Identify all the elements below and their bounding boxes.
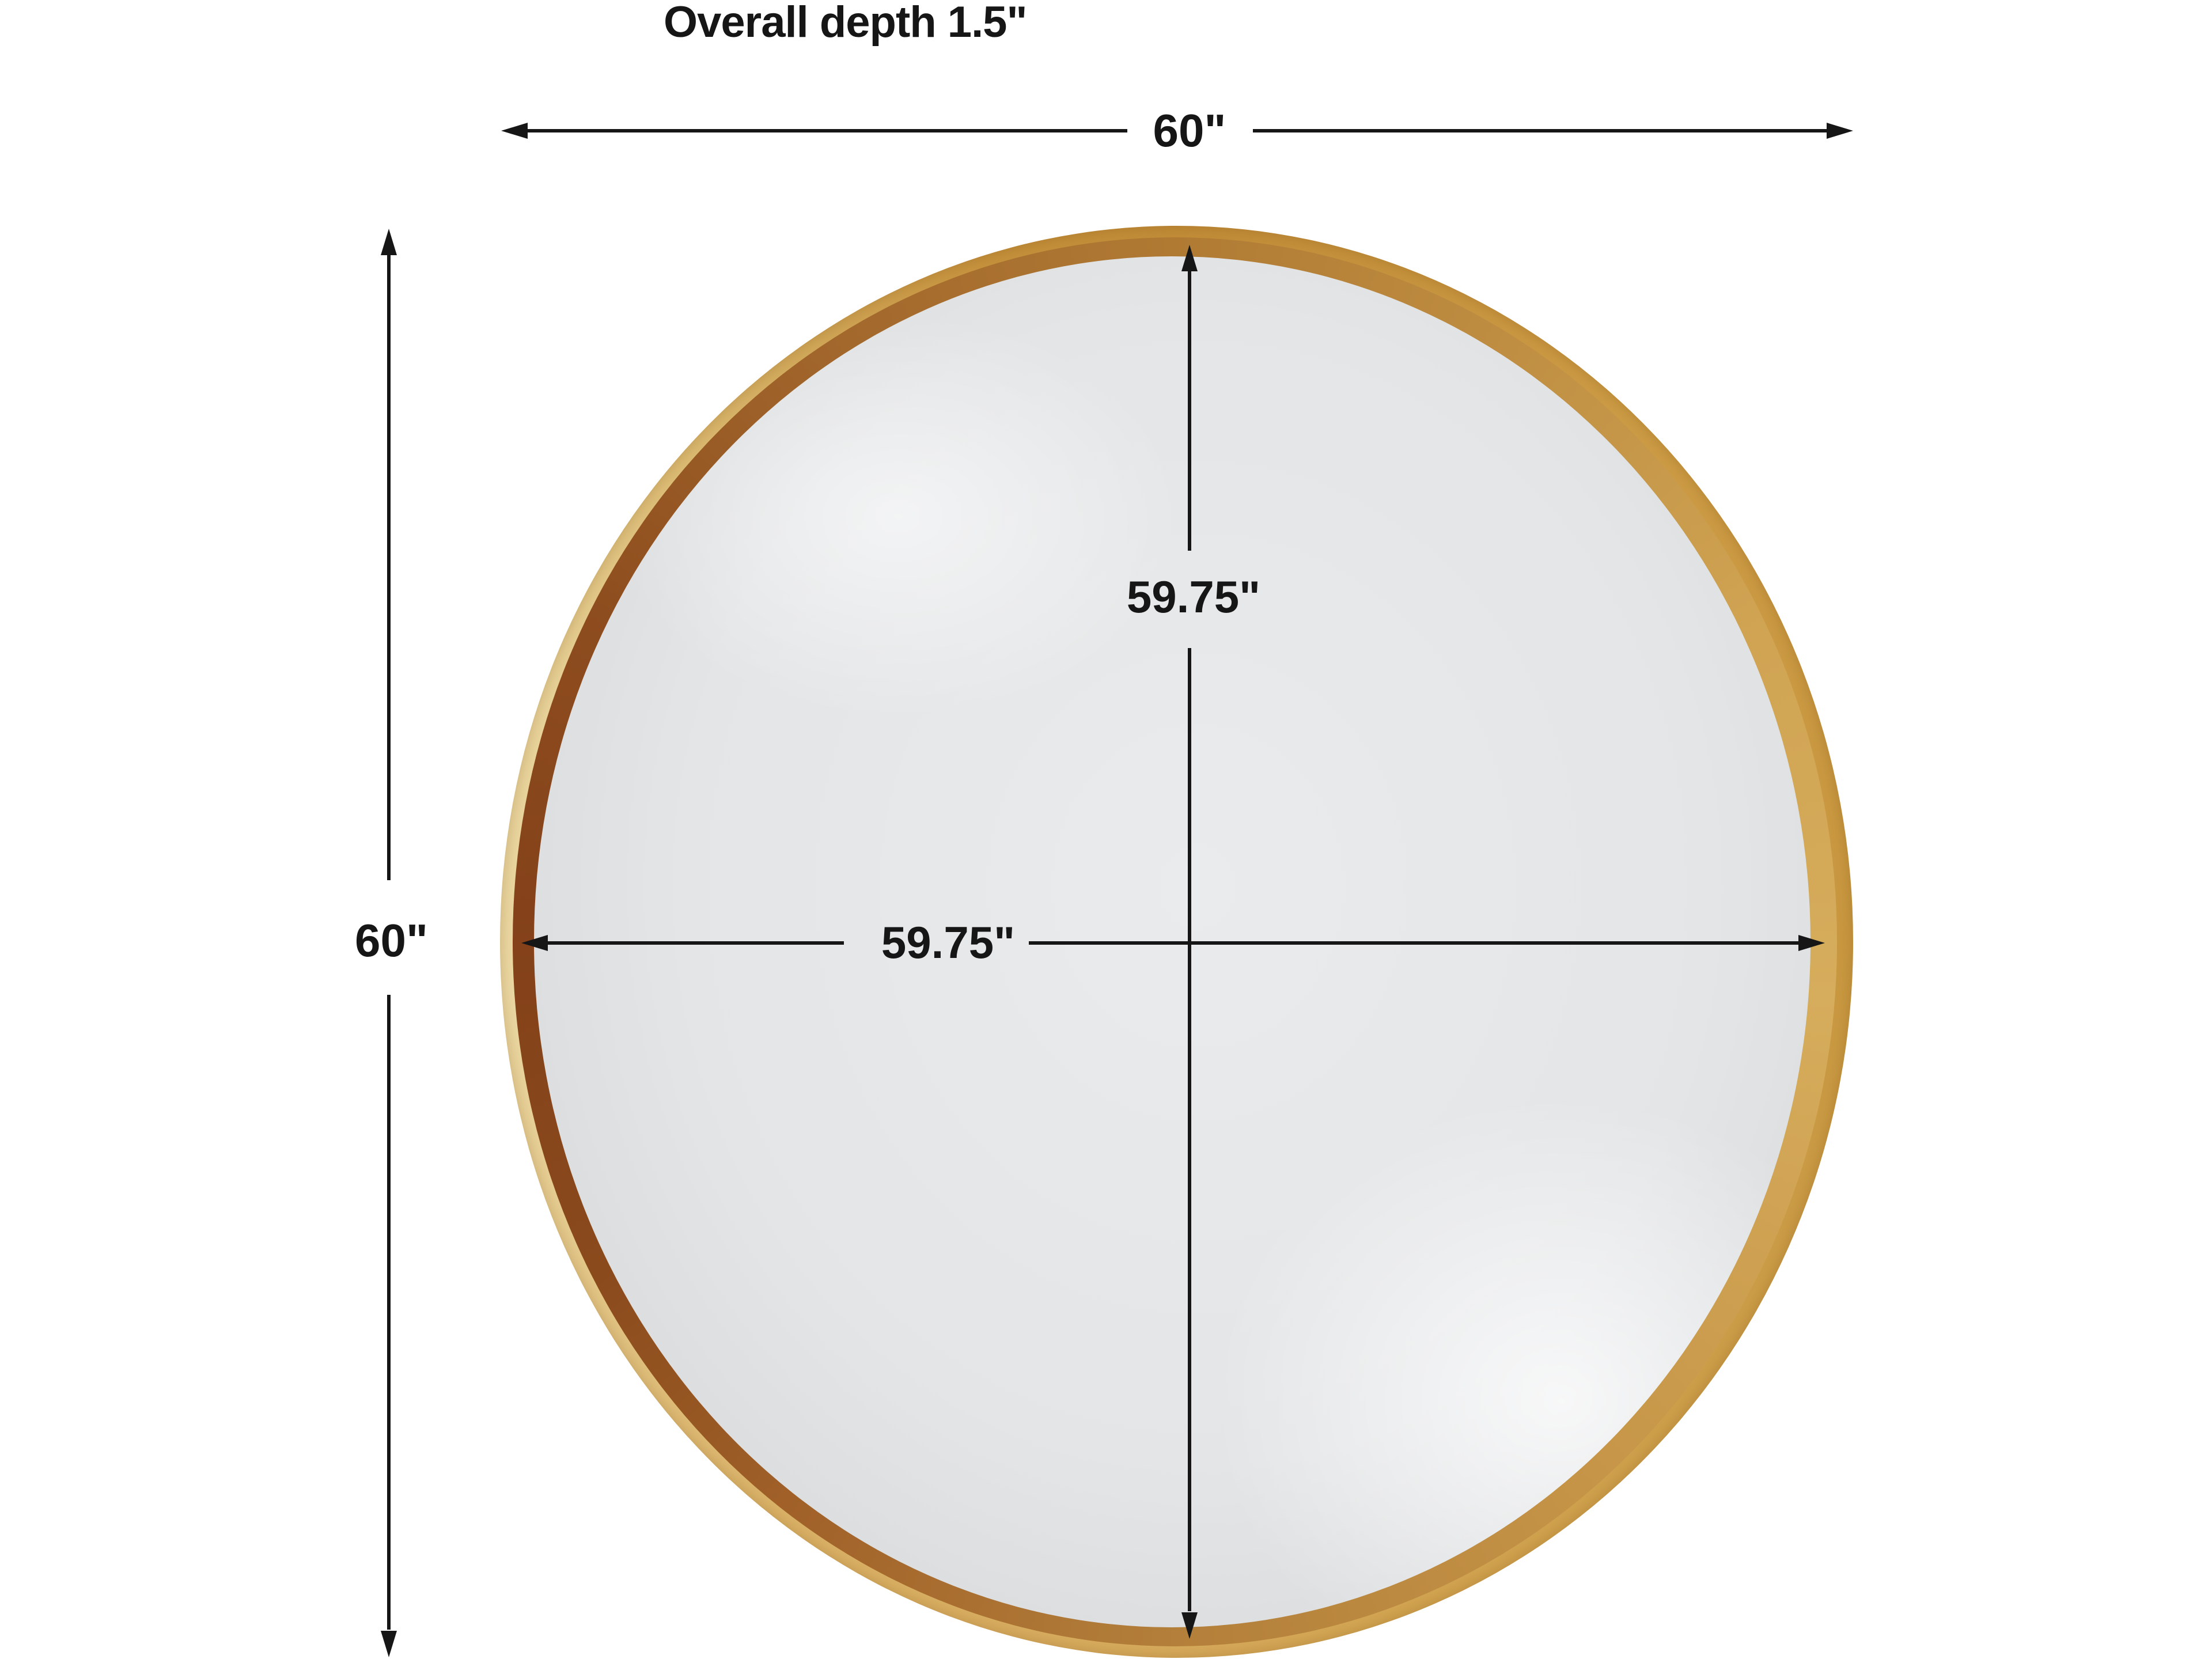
overall-height-arrow-top (381, 229, 397, 255)
overall-height-line-bottom (387, 995, 391, 1630)
overall-width-arrow-left (501, 123, 528, 139)
overall-width-line-right (1253, 129, 1827, 132)
inner-height-arrow-top (1181, 245, 1198, 271)
overall-width-arrow-right (1827, 123, 1853, 139)
glass-reflection-bottom (1210, 1092, 1810, 1627)
overall-width-line-left (527, 129, 1127, 132)
inner-width-arrow-right (1798, 935, 1825, 951)
overall-width-label: 60" (1153, 105, 1226, 156)
inner-height-arrow-bottom (1181, 1612, 1198, 1639)
overall-height-label: 60" (355, 915, 428, 966)
overall-depth-label: Overall depth 1.5" (664, 0, 1027, 47)
inner-height-line-top (1188, 270, 1191, 551)
inner-height-line-bottom (1188, 648, 1191, 1611)
inner-width-label: 59.75" (881, 917, 1016, 968)
inner-width-arrow-left (521, 935, 548, 951)
overall-height-arrow-bottom (381, 1631, 397, 1657)
inner-width-line-right (1029, 941, 1798, 945)
overall-height-line-top (387, 254, 391, 880)
inner-width-line-left (547, 941, 844, 945)
glass-reflection-top (610, 311, 1185, 723)
inner-height-label: 59.75" (1126, 571, 1261, 622)
